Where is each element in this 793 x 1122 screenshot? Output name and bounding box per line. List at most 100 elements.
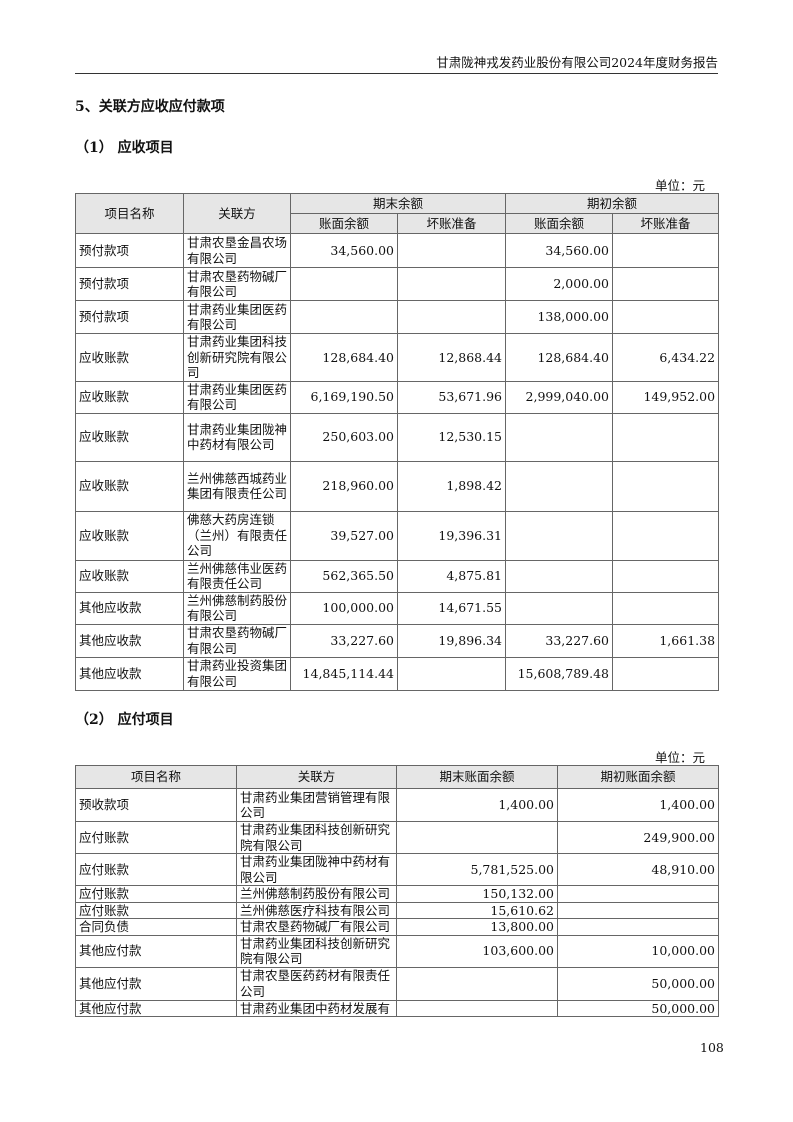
begin-book-cell [505, 591, 614, 625]
table-row: 应收账款 佛慈大药房连锁（兰州）有限责任公司 39,527.00 19,396.31 [75, 510, 720, 561]
table-row: 应付账款 兰州佛慈制药股份有限公司 150,132.00 [75, 885, 719, 903]
table-row: 其他应收款 甘肃农垦药物碱厂有限公司 33,227.60 19,896.34 33,22… [75, 623, 720, 658]
begin-bad-cell [612, 460, 720, 512]
col-begin-bad: 坏账准备 [612, 213, 720, 234]
header-divider [75, 73, 718, 74]
end-book-cell: 218,960.00 [290, 460, 398, 512]
begin-book-cell: 33,227.60 [505, 623, 614, 658]
table-row: 预收款项 甘肃药业集团营销管理有限公司 1,400.00 1,400.00 [75, 788, 719, 822]
party-cell: 甘肃药业集团陇神中药材有限公司 [183, 412, 291, 462]
end-book-cell: 34,560.00 [290, 233, 398, 268]
table-row: 其他应付款 甘肃药业集团科技创新研究院有限公司 103,600.00 10,000.0… [75, 934, 719, 968]
end-book-cell: 250,603.00 [290, 412, 398, 462]
table-row: 应收账款 甘肃药业集团医药有限公司 6,169,190.50 53,671.96 2,9… [75, 380, 720, 414]
table-row: 其他应收款 甘肃药业投资集团有限公司 14,845,114.44 15,608,789… [75, 656, 720, 691]
begin-bad-cell [612, 591, 720, 625]
col-party: 关联方 [183, 193, 291, 234]
end-bad-cell: 53,671.96 [396, 380, 507, 414]
item-cell: 应收账款 [75, 460, 184, 512]
begin-book-cell [505, 460, 614, 512]
party-cell: 甘肃药业集团中药材发展有 [236, 999, 397, 1017]
begin-cell [557, 885, 719, 903]
table-row: 应付账款 甘肃药业集团科技创新研究院有限公司 249,900.00 [75, 821, 719, 854]
end-book-cell [290, 300, 398, 334]
col-item: 项目名称 [75, 765, 237, 789]
end-cell: 5,781,525.00 [396, 853, 558, 886]
begin-bad-cell: 6,434.22 [612, 333, 720, 382]
party-cell: 甘肃药业集团营销管理有限公司 [236, 788, 397, 822]
item-cell: 其他应付款 [75, 999, 237, 1017]
party-cell: 甘肃农垦金昌农场有限公司 [183, 233, 291, 268]
end-cell [396, 966, 558, 1001]
end-bad-cell [396, 267, 507, 301]
begin-book-cell: 2,000.00 [505, 267, 614, 301]
party-cell: 兰州佛慈西城药业集团有限责任公司 [183, 460, 291, 512]
item-cell: 应收账款 [75, 559, 184, 593]
party-cell: 甘肃药业集团科技创新研究院有限公司 [183, 333, 291, 382]
party-cell: 甘肃药业集团医药有限公司 [183, 300, 291, 334]
end-book-cell: 33,227.60 [290, 623, 398, 658]
party-cell: 兰州佛慈制药股份有限公司 [236, 885, 397, 903]
begin-bad-cell [612, 412, 720, 462]
end-book-cell: 128,684.40 [290, 333, 398, 382]
party-cell: 甘肃农垦医药药材有限责任公司 [236, 966, 397, 1001]
party-cell: 兰州佛慈伟业医药有限责任公司 [183, 559, 291, 593]
begin-bad-cell: 1,661.38 [612, 623, 720, 658]
col-begin: 期初余额 [505, 193, 720, 214]
item-cell: 其他应付款 [75, 934, 237, 968]
end-book-cell: 562,365.50 [290, 559, 398, 593]
begin-book-cell [505, 559, 614, 593]
item-cell: 预收款项 [75, 788, 237, 822]
table-row: 其他应付款 甘肃农垦医药药材有限责任公司 50,000.00 [75, 966, 719, 1001]
end-bad-cell [396, 656, 507, 691]
begin-book-cell: 128,684.40 [505, 333, 614, 382]
end-bad-cell: 1,898.42 [396, 460, 507, 512]
end-cell [396, 999, 558, 1017]
table-row: 预付款项 甘肃药业集团医药有限公司 138,000.00 [75, 300, 720, 334]
begin-cell: 10,000.00 [557, 934, 719, 968]
party-cell: 甘肃药业集团陇神中药材有限公司 [236, 853, 397, 886]
party-cell: 甘肃药业集团科技创新研究院有限公司 [236, 821, 397, 854]
item-cell: 应付账款 [75, 821, 237, 854]
party-cell: 甘肃药业集团科技创新研究院有限公司 [236, 934, 397, 968]
item-cell: 合同负债 [75, 918, 237, 936]
item-cell: 其他应收款 [75, 591, 184, 625]
end-cell [396, 821, 558, 854]
begin-bad-cell [612, 559, 720, 593]
item-cell: 其他应收款 [75, 623, 184, 658]
end-cell: 1,400.00 [396, 788, 558, 822]
begin-cell: 1,400.00 [557, 788, 719, 822]
col-party: 关联方 [236, 765, 397, 789]
item-cell: 其他应付款 [75, 966, 237, 1001]
party-cell: 兰州佛慈制药股份有限公司 [183, 591, 291, 625]
page-number: 108 [700, 1040, 724, 1055]
party-cell: 兰州佛慈医疗科技有限公司 [236, 901, 397, 919]
end-book-cell: 14,845,114.44 [290, 656, 398, 691]
table-row: 其他应付款 甘肃药业集团中药材发展有 50,000.00 [75, 999, 719, 1017]
end-bad-cell: 12,530.15 [396, 412, 507, 462]
party-cell: 甘肃药业投资集团有限公司 [183, 656, 291, 691]
table-row: 合同负债 甘肃农垦药物碱厂有限公司 13,800.00 [75, 918, 719, 936]
table-row: 应收账款 甘肃药业集团科技创新研究院有限公司 128,684.40 12,868.44… [75, 333, 720, 382]
item-cell: 应收账款 [75, 333, 184, 382]
begin-bad-cell [612, 510, 720, 561]
section-title: 5、关联方应收应付款项 [75, 99, 225, 115]
end-bad-cell: 19,896.34 [396, 623, 507, 658]
begin-cell: 50,000.00 [557, 966, 719, 1001]
col-end-bad: 坏账准备 [396, 213, 507, 234]
table-row: 预付款项 甘肃农垦药物碱厂有限公司 2,000.00 [75, 267, 720, 301]
begin-bad-cell [612, 300, 720, 334]
party-cell: 甘肃药业集团医药有限公司 [183, 380, 291, 414]
end-cell: 13,800.00 [396, 918, 558, 936]
party-cell: 甘肃农垦药物碱厂有限公司 [183, 267, 291, 301]
end-cell: 150,132.00 [396, 885, 558, 903]
begin-bad-cell [612, 656, 720, 691]
col-end-book: 账面余额 [290, 213, 398, 234]
begin-book-cell: 34,560.00 [505, 233, 614, 268]
begin-cell: 249,900.00 [557, 821, 719, 854]
end-book-cell [290, 267, 398, 301]
table-row: 应收账款 兰州佛慈西城药业集团有限责任公司 218,960.00 1,898.42 [75, 460, 720, 512]
end-book-cell: 6,169,190.50 [290, 380, 398, 414]
party-cell: 佛慈大药房连锁（兰州）有限责任公司 [183, 510, 291, 561]
begin-cell [557, 901, 719, 919]
